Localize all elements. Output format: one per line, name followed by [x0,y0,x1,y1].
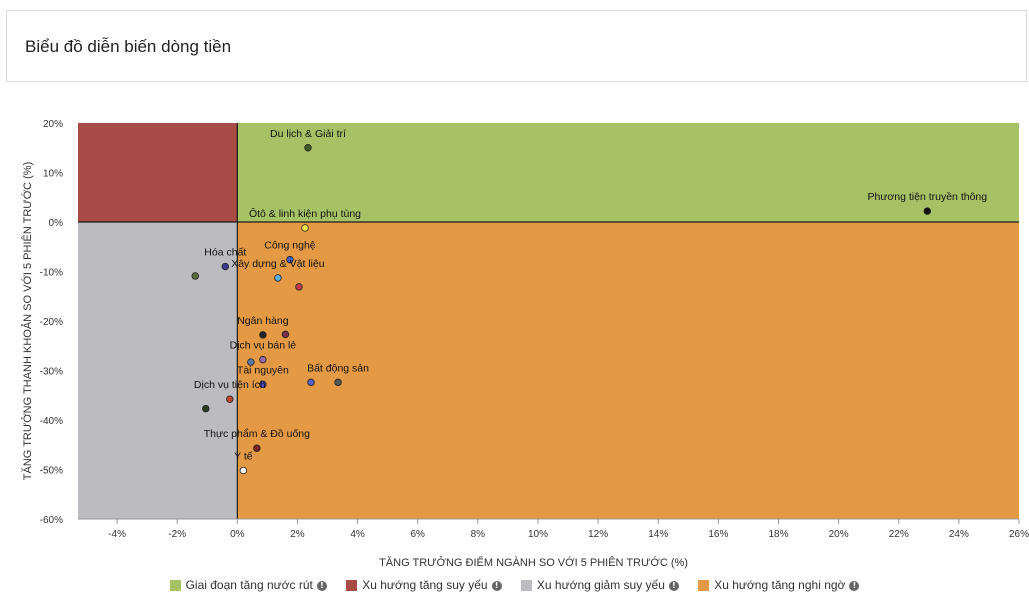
info-icon[interactable]: ! [491,580,502,591]
legend-swatch-weakening-up [346,580,358,592]
y-tick-label: -10% [40,268,63,279]
info-icon[interactable]: ! [316,580,327,591]
quadrant-accumulation [237,123,1020,222]
y-tick-label: -30% [40,367,63,378]
scatter-point [259,380,267,389]
y-tick-label: -60% [40,515,63,526]
legend-swatch-accumulation [169,580,181,592]
point-label: Y tế [234,450,253,462]
x-tick-label: 24% [949,529,969,540]
x-tick-label: 18% [768,529,788,540]
legend-label-doubtful-up: Xu hướng tăng nghi ngờ [714,577,846,592]
x-tick-label: 2% [290,529,305,540]
y-tick-label: 20% [43,119,63,130]
x-axis-title: TĂNG TRƯỞNG ĐIỂM NGÀNH SO VỚI 5 PHIÊN TR… [379,556,688,569]
point-label: Công nghệ [264,240,316,252]
scatter-point [301,224,309,232]
scatter-point [274,274,282,282]
legend-item-doubtful-up[interactable]: Xu hướng tăng nghi ngờ! [698,577,860,592]
legend-item-weakening-up[interactable]: Xu hướng tăng suy yếu! [346,577,502,592]
quadrant-weakening-up [78,123,238,222]
point-label: Phương tiện truyền thông [868,191,988,203]
y-tick-label: -40% [40,416,63,427]
point-label: Thực phẩm & Đồ uống [204,428,310,440]
point-label: Du lịch & Giải trí [270,128,346,140]
page-title: Biểu đồ diễn biến dòng tiền [25,37,232,56]
y-axis-title: TĂNG TRƯỞNG THANH KHOẢN SO VỚI 5 PHIÊN T… [21,162,34,480]
cash-flow-scatter-chart: -4% -2% 0% 2% 4% 6% 8% 10% 12% 14% 16% 18% 20% 22% 24%… [21,119,1029,569]
scatter-point [304,144,312,152]
scatter-point [259,355,267,364]
scatter-point [253,444,261,452]
legend-label-weakening-down: Xu hướng giảm suy yếu [536,577,665,592]
scatter-point [226,395,234,403]
point-label: Xây dựng & Vật liệu [231,258,325,270]
quadrant-doubtful-up [237,222,1020,519]
point-label: Bất động sản [307,362,369,374]
y-tick-label: 10% [43,169,63,180]
x-tick-label: 6% [410,529,425,540]
x-tick-label: 26% [1009,529,1029,540]
x-tick-label: 22% [889,529,909,540]
scatter-point [259,331,267,339]
quadrant-weakening-down [78,222,238,519]
point-label: Hóa chất [204,247,246,259]
legend-swatch-weakening-down [520,580,532,592]
scatter-point [923,207,932,215]
point-label: Dịch vụ tiện ích [194,379,266,391]
scatter-point [191,272,199,280]
chart-header-card: Biểu đồ diễn biến dòng tiền [6,10,1027,82]
scatter-point [286,255,294,264]
y-tick-label: -50% [40,466,63,477]
x-tick-label: 20% [829,529,849,540]
x-tick-label: 4% [350,529,365,540]
scatter-point [247,358,255,366]
scatter-point [281,330,290,339]
scatter-point [221,262,230,271]
scatter-point [334,378,342,387]
legend-label-accumulation: Giai đoạn tăng nước rút [185,577,313,592]
legend-item-accumulation[interactable]: Giai đoạn tăng nước rút! [169,577,327,592]
point-label: Dịch vụ bán lẻ [230,340,297,352]
x-tick-label: 12% [588,529,608,540]
scatter-point [307,378,315,387]
legend-label-weakening-up: Xu hướng tăng suy yếu [362,577,488,592]
x-tick-label: 10% [528,529,548,540]
point-label: Ôtô & linh kiện phụ tùng [249,207,361,220]
legend-swatch-doubtful-up [698,580,710,592]
x-tick-label: 0% [230,529,245,540]
scatter-point [239,466,248,475]
point-label: Ngân hàng [237,315,289,327]
info-icon[interactable]: ! [668,580,679,591]
info-icon[interactable]: ! [849,580,860,591]
x-tick-label: -2% [168,529,186,540]
legend-item-weakening-down[interactable]: Xu hướng giảm suy yếu! [520,577,679,592]
x-tick-label: 14% [648,529,668,540]
scatter-point [202,404,210,413]
y-tick-label: -20% [40,317,63,328]
x-tick-label: -4% [108,529,126,540]
point-label: Tài nguyên [237,364,289,376]
y-tick-label: 0% [49,218,64,229]
x-tick-label: 8% [471,529,486,540]
scatter-point [295,283,303,291]
chart-legend: Giai đoạn tăng nước rút! Xu hướng tăng s… [0,577,1029,592]
x-tick-label: 16% [708,529,728,540]
